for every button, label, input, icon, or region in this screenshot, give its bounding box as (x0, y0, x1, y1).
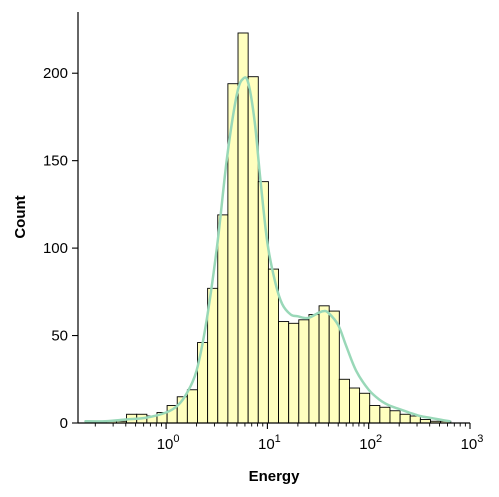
histogram-bar-20 (288, 322, 300, 424)
histogram-bar-13 (217, 214, 229, 424)
histogram-bar-32 (409, 415, 421, 424)
histogram-bar-26 (349, 387, 361, 424)
histogram-bar-11 (197, 342, 209, 424)
y-axis-ticks: 0 50 100 150 200 (43, 65, 78, 432)
x-tick-label-1: 101 (258, 433, 281, 453)
x-tick-label-0: 100 (157, 433, 180, 453)
histogram-bar-15 (237, 32, 249, 424)
histogram-bar-25 (338, 378, 350, 424)
y-axis-title: Count (12, 195, 29, 238)
histogram-bars (85, 32, 452, 424)
histogram-bar-31 (399, 413, 411, 424)
y-tick-label-4: 200 (43, 65, 68, 82)
kde-curve (84, 76, 451, 423)
histogram-bar-23 (318, 305, 330, 424)
histogram-bar-16 (247, 76, 259, 424)
histogram-bar-24 (328, 310, 340, 424)
histogram-bar-10 (186, 389, 198, 424)
x-axis-ticks: 100 101 102 103 (94, 423, 484, 453)
histogram-bar-19 (278, 321, 290, 424)
histogram-bar-27 (359, 392, 371, 424)
y-tick-label-0: 0 (60, 415, 68, 432)
histogram-bar-21 (298, 319, 310, 424)
y-tick-label-3: 150 (43, 153, 68, 170)
y-tick-label-1: 50 (51, 328, 68, 345)
y-tick-label-2: 100 (43, 240, 68, 257)
histogram-bar-28 (369, 405, 381, 424)
histogram-bar-22 (308, 314, 320, 424)
x-tick-label-3: 103 (461, 433, 484, 453)
x-tick-label-2: 102 (359, 433, 382, 453)
histogram-bar-29 (379, 406, 391, 424)
histogram-bar-30 (389, 410, 401, 424)
x-axis-title: Energy (249, 468, 301, 485)
